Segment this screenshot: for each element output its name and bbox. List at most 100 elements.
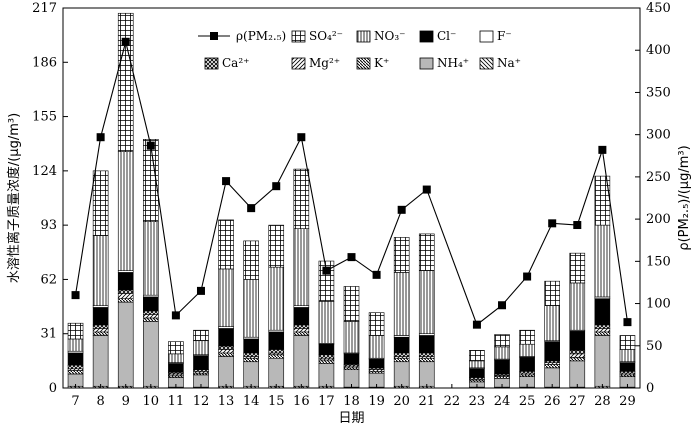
bar-segment xyxy=(143,321,159,387)
bar-segment xyxy=(117,151,134,271)
bar-segment xyxy=(318,363,335,387)
bar-segment xyxy=(569,330,586,351)
bar-segment xyxy=(519,357,535,372)
bar-segment xyxy=(544,364,560,369)
legend-label: NH₄⁺ xyxy=(437,56,469,70)
bar-segment xyxy=(92,331,109,336)
bar-segment xyxy=(243,240,259,280)
pm25-point xyxy=(598,145,607,154)
x-tick-label: 26 xyxy=(544,394,561,409)
x-tick-label: 20 xyxy=(393,394,410,409)
x-axis-label: 日期 xyxy=(338,411,364,426)
bar-segment xyxy=(569,360,586,388)
legend-label: K⁺ xyxy=(374,56,389,70)
right-y-tick-label: 50 xyxy=(646,339,663,354)
legend-label: NO₃⁻ xyxy=(374,29,405,43)
bar-segment xyxy=(318,301,335,344)
x-tick-label: 27 xyxy=(569,394,586,409)
pm25-point xyxy=(146,141,155,150)
left-y-axis-label: 水溶性离子质量浓度/(μg/m³) xyxy=(6,113,22,283)
right-y-axis-label: ρ(PM₂.₅)/(μg/m³) xyxy=(677,145,692,250)
bar-segment xyxy=(143,221,159,296)
x-tick-label: 24 xyxy=(494,394,511,409)
bar-segment xyxy=(293,168,310,229)
bar-segment xyxy=(393,352,410,357)
bar-segment xyxy=(519,329,535,345)
bar-segment xyxy=(218,356,234,387)
right-y-tick-label: 300 xyxy=(646,128,671,143)
bar-segment xyxy=(469,360,485,369)
left-y-tick-label: 31 xyxy=(40,327,57,342)
bar-segment xyxy=(243,361,259,387)
bar-segment xyxy=(544,305,560,342)
pm25-point xyxy=(397,205,406,214)
bar-segment xyxy=(293,331,310,336)
pm25-point xyxy=(422,185,431,194)
bar-segment xyxy=(494,359,510,375)
legend-swatch xyxy=(204,57,219,70)
legend-label: ρ(PM₂.₅) xyxy=(236,29,286,43)
x-tick-label: 7 xyxy=(71,394,79,409)
legend-swatch xyxy=(291,57,306,70)
right-y-tick-label: 200 xyxy=(646,212,671,227)
bar-segment xyxy=(619,362,636,372)
pm25-point xyxy=(548,219,557,228)
bar-segment xyxy=(143,314,159,319)
bar-segment xyxy=(318,359,335,364)
bar-segment xyxy=(268,224,285,268)
bar-segment xyxy=(293,324,310,329)
bar-segment xyxy=(218,345,234,350)
bar-segment xyxy=(92,235,109,306)
bar-segment xyxy=(569,350,586,355)
bar-segment xyxy=(569,252,586,284)
legend-swatch xyxy=(419,57,434,70)
bar-segment xyxy=(92,328,109,333)
pm25-point xyxy=(472,320,481,329)
pm25-point xyxy=(121,37,130,46)
bar-segment xyxy=(318,354,335,359)
pm25-point xyxy=(171,311,180,320)
pm25-point xyxy=(322,266,331,275)
x-tick-label: 8 xyxy=(96,394,104,409)
x-tick-label: 22 xyxy=(444,394,461,409)
bar-segment xyxy=(418,352,435,357)
bar-segment xyxy=(168,363,184,373)
bar-segment xyxy=(268,331,285,350)
legend-label: SO₄²⁻ xyxy=(309,29,343,43)
legend-swatch xyxy=(291,30,306,43)
bar-segment xyxy=(243,338,259,354)
x-tick-label: 12 xyxy=(193,394,210,409)
bar-segment xyxy=(218,352,234,357)
pm25-line-path xyxy=(74,41,629,326)
bar-segment xyxy=(619,349,636,363)
bar-segment xyxy=(393,357,410,363)
bar-segment xyxy=(268,349,285,354)
pm25-point xyxy=(96,133,105,142)
pm25-point xyxy=(297,133,306,142)
legend-label: Na⁺ xyxy=(497,56,521,70)
bar-segment xyxy=(393,336,410,354)
bar-segment xyxy=(569,357,586,362)
bar-segment xyxy=(619,335,636,350)
bar-segment xyxy=(469,350,485,362)
bar-segment xyxy=(594,328,611,333)
right-y-tick-label: 350 xyxy=(646,85,671,100)
bar-segment xyxy=(168,353,184,363)
bar-segment xyxy=(268,266,285,331)
bar-segment xyxy=(569,353,586,358)
bar-segment xyxy=(218,349,234,354)
legend-swatch xyxy=(479,57,494,70)
bar-segment xyxy=(594,331,611,336)
bar-segment xyxy=(343,321,360,354)
bar-segment xyxy=(117,298,134,303)
legend-swatch xyxy=(419,30,434,43)
pm25-point xyxy=(523,272,532,281)
right-y-tick-label: 450 xyxy=(646,1,671,16)
bar-segment xyxy=(268,354,285,359)
bar-segment xyxy=(92,324,109,329)
bar-segment xyxy=(368,335,385,359)
bar-segment xyxy=(193,355,209,370)
legend-marker-swatch xyxy=(210,32,218,40)
legend-label: Ca²⁺ xyxy=(222,56,249,70)
